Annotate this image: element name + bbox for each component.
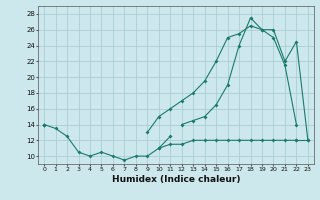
X-axis label: Humidex (Indice chaleur): Humidex (Indice chaleur) [112,175,240,184]
